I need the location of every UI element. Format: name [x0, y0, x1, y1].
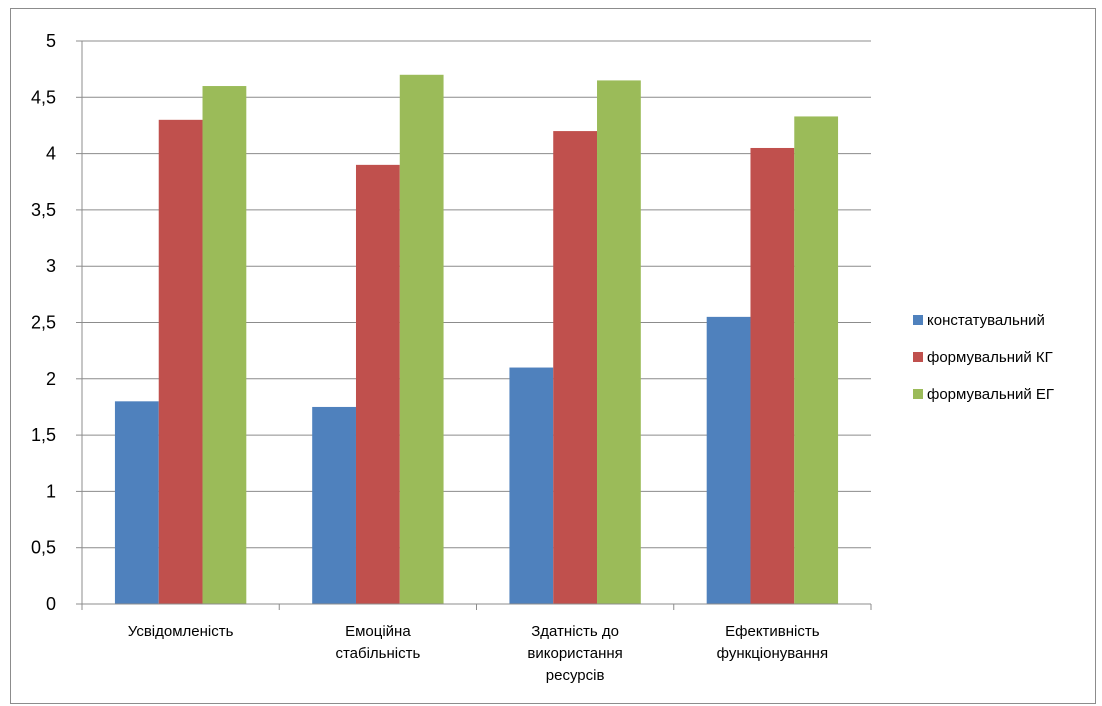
legend-label: формувальний ЕГ [927, 386, 1054, 403]
bar [399, 74, 444, 604]
x-category-label: Ефективність [725, 623, 820, 640]
legend-label: формувальний КГ [927, 349, 1053, 366]
legend: констатувальний формувальний КГ формувальн… [913, 312, 1054, 403]
legend-swatch [913, 315, 923, 325]
x-category-label: використання [527, 645, 622, 662]
legend-label: констатувальний [927, 312, 1045, 329]
y-tick-label: 4 [46, 144, 56, 164]
y-tick-label: 2,5 [31, 313, 56, 333]
x-category-label: ресурсів [546, 667, 605, 684]
bar [706, 316, 751, 604]
bar [312, 406, 356, 604]
legend-swatch [913, 352, 923, 362]
y-tick-label: 0 [46, 594, 56, 614]
bar [794, 116, 839, 604]
x-category-label: Емоційна [345, 623, 411, 640]
y-tick-label: 3 [46, 256, 56, 276]
x-category-label: Усвідомленість [128, 623, 234, 640]
bars [114, 74, 839, 605]
x-category-label: стабільність [335, 645, 420, 662]
bar [553, 131, 598, 604]
bar [355, 164, 400, 605]
y-tick-label: 1,5 [31, 425, 56, 445]
x-category-label: функціонування [717, 645, 828, 662]
y-tick-label: 5 [46, 31, 56, 51]
y-tick-label: 0,5 [31, 538, 56, 558]
bar [114, 401, 159, 604]
bar [202, 86, 247, 605]
bar [597, 80, 641, 604]
bar [509, 367, 554, 604]
y-tick-label: 3,5 [31, 200, 56, 220]
bar [158, 119, 203, 604]
axes: 0 0,5 1 1,5 2 2,5 3 3,5 4 4,5 5 Усвідомленість Емоці… [31, 31, 872, 684]
bar [750, 147, 795, 604]
x-category-label: Здатність до [531, 623, 619, 640]
y-tick-label: 1 [46, 481, 56, 501]
legend-swatch [913, 389, 923, 399]
y-tick-label: 2 [46, 369, 56, 389]
y-tick-label: 4,5 [31, 87, 56, 107]
